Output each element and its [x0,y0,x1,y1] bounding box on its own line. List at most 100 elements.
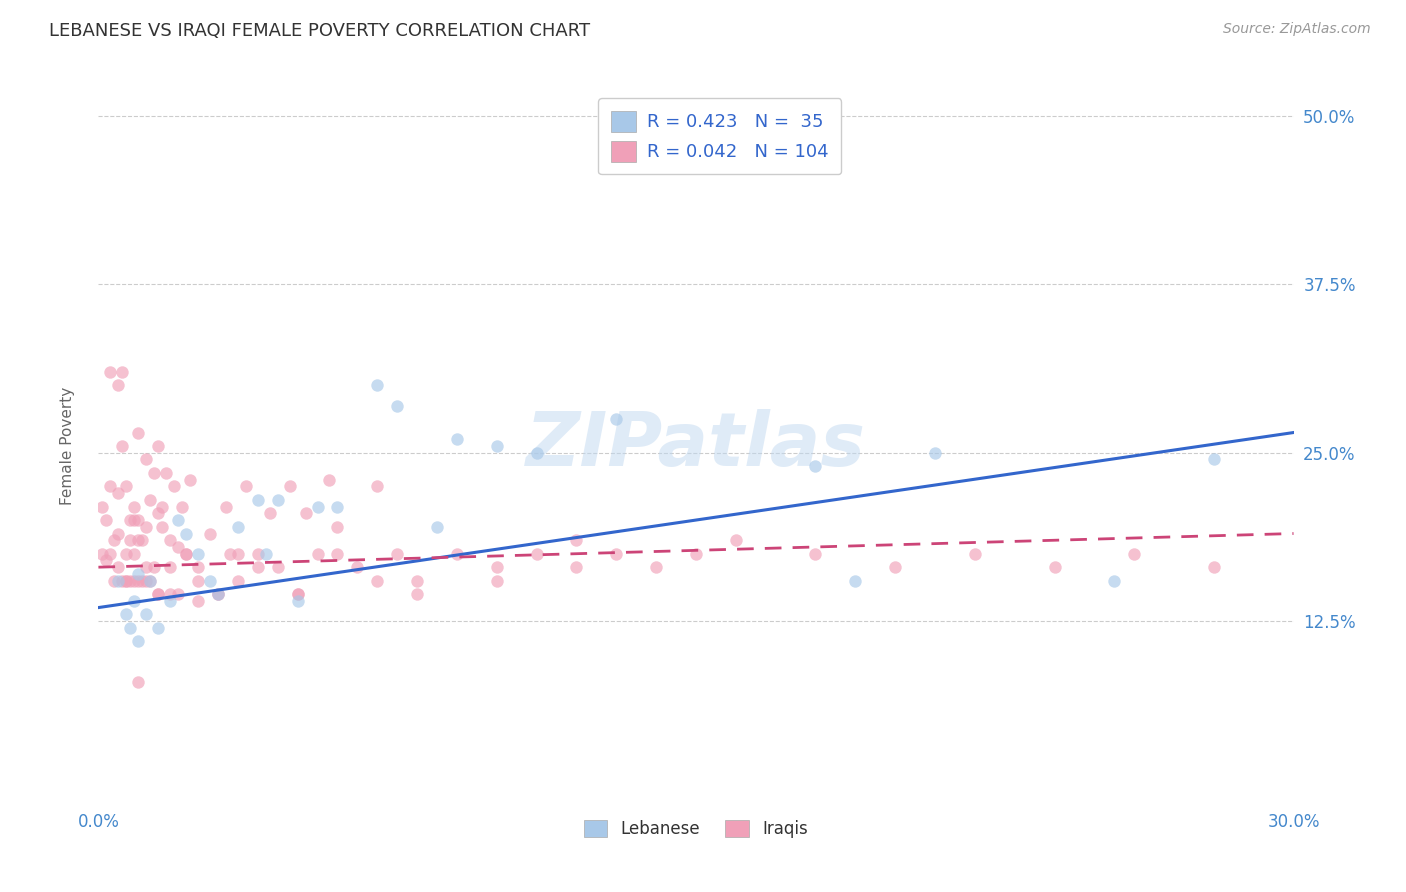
Point [179,473,201,487]
Point [107,378,129,392]
Point [143,560,166,574]
Point [924,446,946,460]
Point [111,365,134,379]
Point [135,560,157,574]
Point [124,594,146,608]
Point [226,574,249,588]
Point [127,566,149,581]
Point [278,479,301,493]
Point [406,587,429,601]
Point [187,594,209,608]
Point [174,526,197,541]
Point [246,492,269,507]
Point [485,439,508,453]
Point [366,378,388,392]
Point [159,587,181,601]
Point [485,560,508,574]
Point [135,607,157,622]
Point [187,574,209,588]
Point [115,479,138,493]
Point [963,547,986,561]
Point [103,574,125,588]
Point [226,547,249,561]
Point [215,500,238,514]
Point [115,547,138,561]
Point [107,574,129,588]
Point [385,399,409,413]
Point [246,560,269,574]
Point [346,560,368,574]
Point [115,574,138,588]
Point [167,540,190,554]
Point [307,547,329,561]
Point [127,674,149,689]
Y-axis label: Female Poverty: Female Poverty [60,387,75,505]
Point [127,425,149,440]
Point [724,533,747,548]
Point [287,587,309,601]
Point [98,365,122,379]
Point [103,533,125,548]
Point [844,574,866,588]
Point [135,452,157,467]
Point [485,574,508,588]
Point [139,574,162,588]
Point [148,439,170,453]
Point [446,432,468,446]
Point [385,547,409,561]
Point [1104,574,1126,588]
Point [307,500,329,514]
Point [526,446,548,460]
Point [366,479,388,493]
Point [127,513,149,527]
Point [107,526,129,541]
Point [127,574,149,588]
Text: Source: ZipAtlas.com: Source: ZipAtlas.com [1223,22,1371,37]
Point [120,621,142,635]
Point [127,634,149,648]
Point [804,547,827,561]
Point [159,594,181,608]
Point [804,459,827,474]
Point [111,439,134,453]
Point [120,533,142,548]
Point [318,473,340,487]
Point [131,574,153,588]
Point [446,547,468,561]
Point [98,547,122,561]
Point [120,574,142,588]
Point [685,547,707,561]
Point [198,526,221,541]
Point [148,587,170,601]
Point [91,547,114,561]
Point [163,479,186,493]
Point [565,533,588,548]
Point [565,560,588,574]
Point [135,520,157,534]
Point [115,607,138,622]
Point [287,587,309,601]
Point [326,520,349,534]
Point [131,533,153,548]
Point [219,547,242,561]
Point [605,547,627,561]
Point [127,533,149,548]
Point [148,587,170,601]
Point [426,520,449,534]
Point [226,520,249,534]
Point [139,492,162,507]
Point [124,500,146,514]
Point [187,547,209,561]
Point [267,560,290,574]
Point [287,594,309,608]
Point [605,412,627,426]
Point [207,587,229,601]
Text: ZIPatlas: ZIPatlas [526,409,866,483]
Point [1123,547,1146,561]
Point [235,479,257,493]
Point [326,500,349,514]
Point [107,560,129,574]
Point [174,547,197,561]
Point [120,513,142,527]
Point [115,574,138,588]
